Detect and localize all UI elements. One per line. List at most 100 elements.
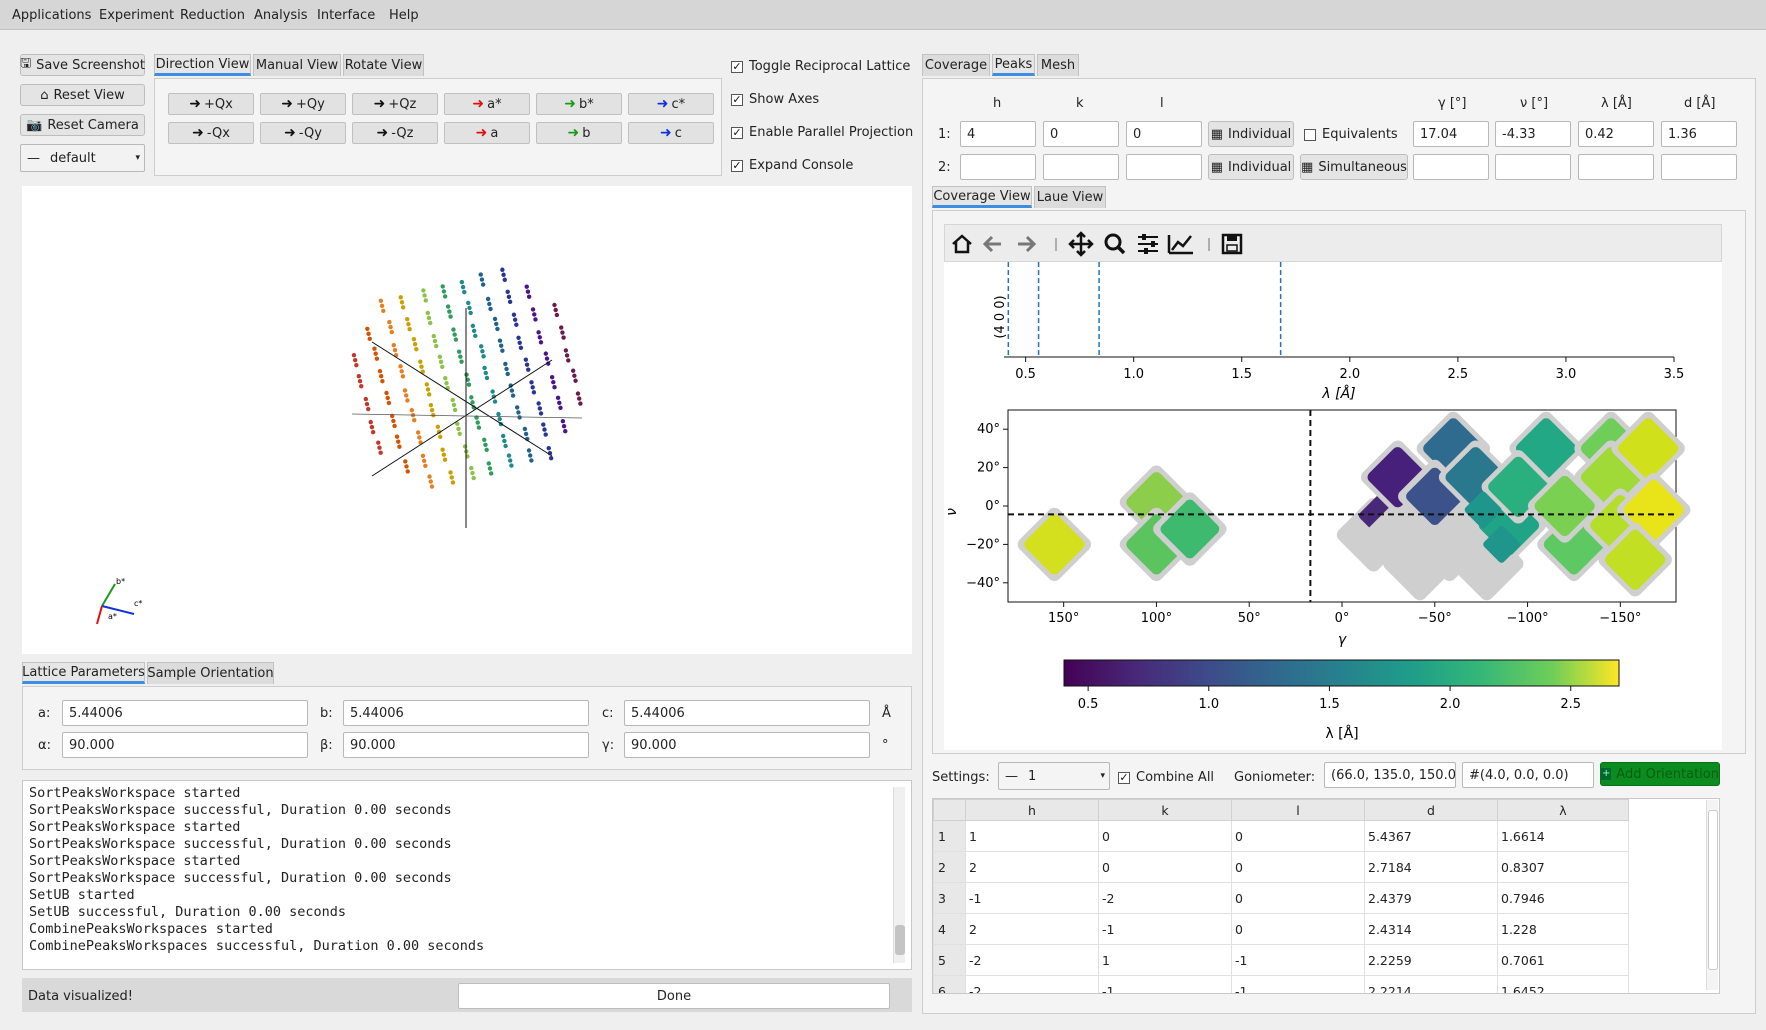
table-row[interactable]: 2 2 0 0 2.7184 0.8307 bbox=[933, 851, 1629, 883]
direction-button-a[interactable]: ➜ a bbox=[444, 122, 530, 144]
table-row[interactable]: 4 2 -1 0 2.4314 1.228 bbox=[933, 913, 1629, 945]
peak1-l-input[interactable]: 0 bbox=[1126, 121, 1202, 147]
3d-viewer[interactable]: b* c* a* bbox=[22, 186, 912, 654]
expand-console-checkbox[interactable]: ✓ Expand Console bbox=[731, 158, 854, 173]
peak1-lambda-input[interactable]: 0.42 bbox=[1578, 121, 1654, 147]
save-screenshot-button[interactable]: 🖫 Save Screenshot bbox=[20, 54, 145, 76]
alpha-input[interactable]: 90.000 bbox=[62, 732, 308, 758]
column-header[interactable]: λ bbox=[1497, 799, 1629, 821]
peak2-lambda-input[interactable] bbox=[1578, 154, 1654, 180]
back-icon[interactable] bbox=[982, 235, 1001, 253]
camera-select[interactable]: — default ▾ bbox=[20, 144, 145, 172]
toggle-reciprocal-lattice-checkbox[interactable]: ✓ Toggle Reciprocal Lattice bbox=[731, 59, 911, 74]
tab-coverage-view[interactable]: Coverage View bbox=[932, 186, 1032, 208]
row-header[interactable]: 1 bbox=[933, 820, 966, 852]
simultaneous-button[interactable]: ▦ Simultaneous bbox=[1300, 154, 1408, 180]
table-row[interactable]: 1 1 0 0 5.4367 1.6614 bbox=[933, 820, 1629, 852]
peak2-gamma-input[interactable] bbox=[1413, 154, 1489, 180]
peak1-k-input[interactable]: 0 bbox=[1043, 121, 1119, 147]
forward-icon[interactable] bbox=[1018, 235, 1037, 253]
direction-button-plusminus-Qz[interactable]: ➜ +Qz bbox=[352, 93, 438, 115]
peak1-d-input[interactable]: 1.36 bbox=[1661, 121, 1737, 147]
save-icon[interactable] bbox=[1221, 233, 1243, 255]
peak2-individual-button[interactable]: ▦ Individual bbox=[1208, 154, 1294, 180]
reset-camera-button[interactable]: 📷 Reset Camera bbox=[20, 114, 145, 136]
direction-button-bminus-star[interactable]: ➜ b* bbox=[536, 93, 622, 115]
column-header[interactable]: h bbox=[965, 799, 1099, 821]
peak1-gamma-input[interactable]: 17.04 bbox=[1413, 121, 1489, 147]
tab-laue-view[interactable]: Laue View bbox=[1034, 186, 1106, 208]
configure-icon[interactable] bbox=[1138, 234, 1158, 254]
direction-button-c[interactable]: ➜ c bbox=[628, 122, 714, 144]
equivalents-checkbox[interactable]: Equivalents bbox=[1304, 127, 1398, 142]
tab-direction-view[interactable]: Direction View bbox=[154, 54, 251, 76]
menu-analysis[interactable]: Analysis bbox=[254, 8, 308, 23]
row-header[interactable]: 2 bbox=[933, 851, 966, 883]
gamma-input[interactable]: 90.000 bbox=[624, 732, 870, 758]
combine-all-checkbox[interactable]: ✓ Combine All bbox=[1118, 770, 1215, 785]
table-scrollbar[interactable] bbox=[1706, 800, 1718, 990]
direction-button-aminus-star[interactable]: ➜ a* bbox=[444, 93, 530, 115]
show-axes-checkbox[interactable]: ✓ Show Axes bbox=[731, 92, 820, 107]
b-input[interactable]: 5.44006 bbox=[343, 700, 589, 726]
peak2-d-input[interactable] bbox=[1661, 154, 1737, 180]
row-header[interactable]: 5 bbox=[933, 944, 966, 976]
direction-button-plusminus-Qx[interactable]: ➜ +Qx bbox=[168, 93, 254, 115]
peak1-individual-button[interactable]: ▦ Individual bbox=[1208, 121, 1294, 147]
menu-interface[interactable]: Interface bbox=[317, 8, 376, 23]
lattice-point bbox=[470, 400, 475, 405]
tab-peaks[interactable]: Peaks bbox=[992, 54, 1035, 76]
beta-input[interactable]: 90.000 bbox=[343, 732, 589, 758]
peak1-nu-input[interactable]: -4.33 bbox=[1495, 121, 1571, 147]
progress-done-button[interactable]: Done bbox=[458, 983, 890, 1009]
home-icon[interactable] bbox=[952, 234, 972, 254]
table-row[interactable]: 6 -2 -1 -1 2.2214 1.6452 bbox=[933, 975, 1629, 993]
column-header[interactable]: k bbox=[1098, 799, 1232, 821]
peaks-table[interactable]: h k l d λ 1 1 0 0 5.4367 1.6614 2 2 0 0 2.7184 0.8307 3 -1… bbox=[932, 798, 1720, 994]
peak2-nu-input[interactable] bbox=[1495, 154, 1571, 180]
add-orientation-button[interactable]: + Add Orientation bbox=[1600, 762, 1720, 786]
direction-button-minus-Qy[interactable]: ➜ -Qy bbox=[260, 122, 346, 144]
column-header[interactable]: d bbox=[1364, 799, 1498, 821]
row-header[interactable]: 3 bbox=[933, 882, 966, 914]
direction-button-minus-Qz[interactable]: ➜ -Qz bbox=[352, 122, 438, 144]
peak2-h-input[interactable] bbox=[960, 154, 1036, 180]
table-row[interactable]: 5 -2 1 -1 2.2259 0.7061 bbox=[933, 944, 1629, 976]
tab-coverage[interactable]: Coverage bbox=[922, 54, 990, 76]
tab-mesh[interactable]: Mesh bbox=[1037, 54, 1079, 76]
tab-sample-orientation[interactable]: Sample Orientation bbox=[147, 662, 274, 684]
hkl-input[interactable]: #(4.0, 0.0, 0.0) bbox=[1462, 762, 1594, 788]
coverage-plots[interactable]: (4 0 0) 0.5 1.0 1.5 2.0 2.5 3.0 3.5 λ [Å] 150°… bbox=[944, 262, 1722, 750]
reciprocal-lattice-plot[interactable]: b* c* a* bbox=[22, 186, 912, 654]
tab-lattice-parameters[interactable]: Lattice Parameters bbox=[22, 662, 145, 684]
zoom-icon[interactable] bbox=[1104, 233, 1126, 255]
direction-button-minus-Qx[interactable]: ➜ -Qx bbox=[168, 122, 254, 144]
a-input[interactable]: 5.44006 bbox=[62, 700, 308, 726]
row-header[interactable]: 6 bbox=[933, 975, 966, 993]
tab-rotate-view[interactable]: Rotate View bbox=[343, 54, 424, 76]
peak2-l-input[interactable] bbox=[1126, 154, 1202, 180]
parallel-projection-checkbox[interactable]: ✓ Enable Parallel Projection bbox=[731, 125, 914, 140]
menu-applications[interactable]: Applications bbox=[12, 8, 92, 23]
pan-icon[interactable] bbox=[1068, 231, 1094, 257]
reset-view-button[interactable]: ⌂ Reset View bbox=[20, 84, 145, 106]
goniometer-input[interactable]: (66.0, 135.0, 150.0) bbox=[1324, 762, 1456, 788]
direction-button-plusminus-Qy[interactable]: ➜ +Qy bbox=[260, 93, 346, 115]
c-input[interactable]: 5.44006 bbox=[624, 700, 870, 726]
peak1-h-input[interactable]: 4 bbox=[960, 121, 1036, 147]
settings-select[interactable]: —1 ▾ bbox=[998, 762, 1110, 790]
peak2-k-input[interactable] bbox=[1043, 154, 1119, 180]
menu-experiment[interactable]: Experiment bbox=[99, 8, 175, 23]
menu-help[interactable]: Help bbox=[389, 8, 419, 23]
direction-button-b[interactable]: ➜ b bbox=[536, 122, 622, 144]
tab-manual-view[interactable]: Manual View bbox=[253, 54, 341, 76]
edit-curve-icon[interactable] bbox=[1167, 235, 1193, 255]
menu-reduction[interactable]: Reduction bbox=[180, 8, 245, 23]
row-header[interactable]: 4 bbox=[933, 913, 966, 945]
console-scrollbar[interactable] bbox=[893, 787, 905, 963]
direction-button-cminus-star[interactable]: ➜ c* bbox=[628, 93, 714, 115]
coverage-plot-area[interactable]: (4 0 0) 0.5 1.0 1.5 2.0 2.5 3.0 3.5 λ [Å] 150°… bbox=[944, 262, 1722, 750]
table-row[interactable]: 3 -1 -2 0 2.4379 0.7946 bbox=[933, 882, 1629, 914]
column-header[interactable]: l bbox=[1231, 799, 1365, 821]
console-output[interactable]: SortPeaksWorkspace started SortPeaksWorks… bbox=[22, 780, 912, 970]
